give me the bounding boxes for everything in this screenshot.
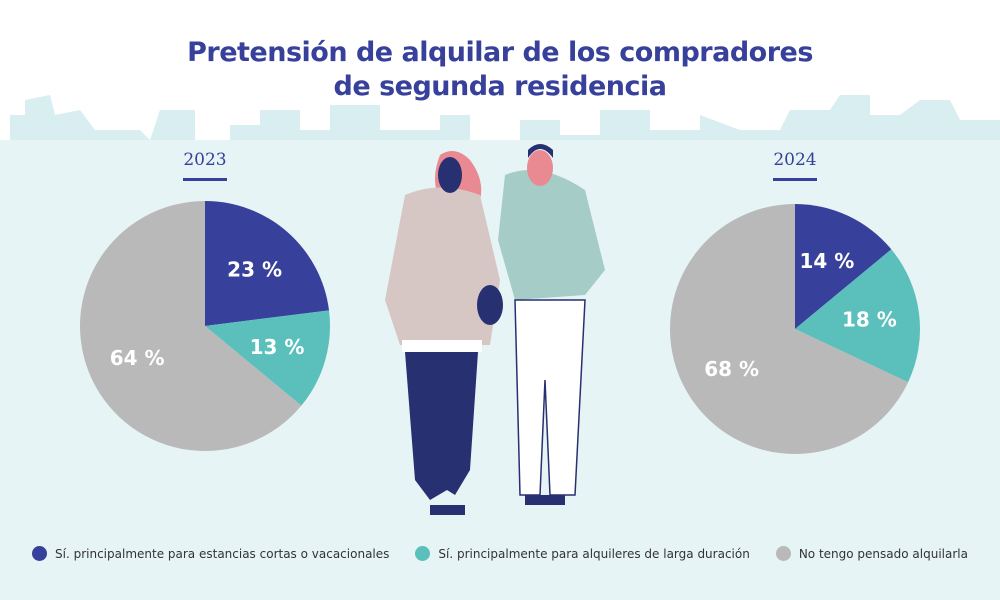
year-label-2023: 2023 [165,150,245,181]
pie-label-2023-2: 64 % [110,346,165,370]
legend-label: No tengo pensado alquilarla [798,546,968,561]
pie-slice-2024-2 [670,204,909,455]
legend-label: Sí. principalmente para estancias cortas… [55,546,390,561]
title-line-1: Pretensión de alquilar de los compradore… [187,37,813,68]
pie-slice-2023-0 [205,201,330,326]
legend-item-short-stay: Sí. principalmente para estancias cortas… [32,546,389,561]
pie-slice-2023-2 [80,201,302,451]
legend-dot-navy [32,546,48,561]
legend-dot-teal [415,546,431,561]
legend-item-no-rent: No tengo pensado alquilarla [775,546,968,561]
chart-title: Pretensión de alquilar de los compradore… [0,36,1000,104]
year-label-2024: 2024 [755,150,835,181]
city-skyline [0,95,1000,140]
pie-label-2024-1: 18 % [842,308,897,332]
pie-label-2023-1: 13 % [250,335,305,359]
pie-label-2024-2: 68 % [704,357,759,381]
legend-label: Sí. principalmente para alquileres de la… [438,546,750,561]
legend: Sí. principalmente para estancias cortas… [0,546,1000,561]
couple-illustration [385,144,605,515]
pie-label-2024-0: 14 % [800,249,855,273]
pie-slice-2023-1 [205,310,330,406]
title-line-2: de segunda residencia [333,71,667,102]
legend-item-long-term: Sí. principalmente para alquileres de la… [415,546,750,561]
pie-slice-2024-0 [795,204,892,329]
pie-slice-2024-1 [795,249,921,383]
pie-label-2023-0: 23 % [227,258,282,282]
legend-dot-gray [775,546,791,561]
